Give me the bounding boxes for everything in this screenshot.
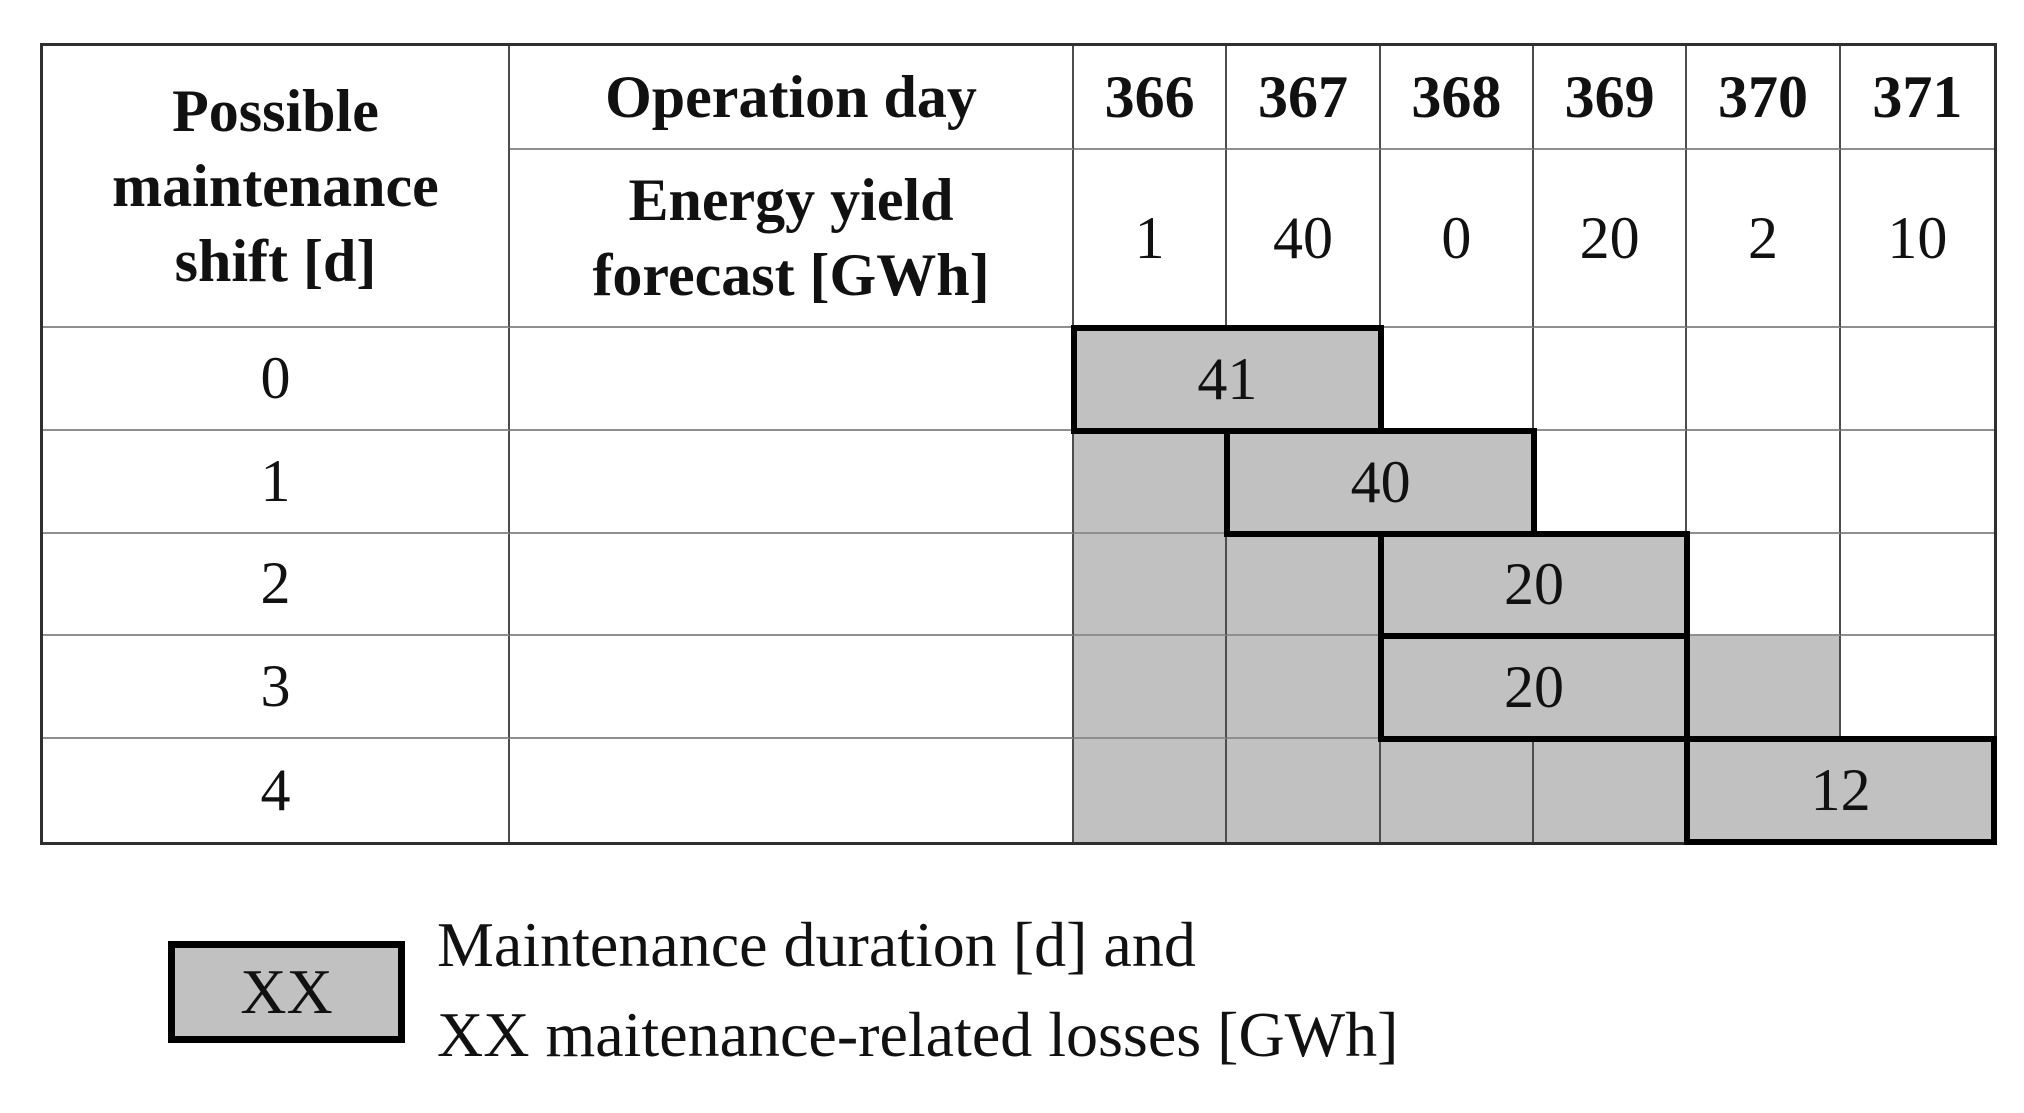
day-cell-shaded [1074,636,1228,740]
shift-label: 3 [260,653,291,720]
shift-label: 2 [260,550,291,617]
day-cell-shaded [1074,739,1228,842]
forecast-value-cell: 40 [1227,150,1381,328]
empty-forecast-cell [510,328,1074,431]
shift-label-cell: 3 [43,636,510,740]
day-cell-empty [1687,328,1841,431]
day-cell-empty [1840,533,1994,637]
loss-value: 20 [1503,551,1564,618]
shift-label-cell: 2 [43,533,510,637]
forecast-value-cell: 2 [1687,150,1841,328]
energy-yield-label: Energy yield forecast [GWh] [592,163,989,313]
day-cell-empty [1380,328,1534,431]
legend-text: Maintenance duration [d] and XX maitenan… [437,900,1398,1080]
day-header-label: 369 [1564,63,1655,130]
day-cell-shaded [1227,739,1381,842]
day-cell-shaded [1074,533,1228,637]
shift-label: 0 [260,344,291,411]
maintenance-window-box: 41 [1071,325,1384,434]
shift-label: 1 [260,447,291,514]
legend-swatch-box: XX [168,941,405,1043]
empty-forecast-cell [510,533,1074,637]
maintenance-window-box: 20 [1377,633,1691,743]
shift-label-cell: 1 [43,430,510,534]
day-cell-shaded [1533,739,1688,842]
day-header-cell: 370 [1687,46,1841,150]
maintenance-shift-table: Possible maintenance shift [d] Operation… [40,43,1997,845]
forecast-value: 0 [1441,204,1472,271]
maintenance-window-box: 40 [1224,427,1537,537]
maintenance-window-box: 20 [1377,530,1691,640]
forecast-value: 1 [1134,204,1165,271]
forecast-value: 20 [1579,204,1640,271]
day-cell-empty [1840,636,1994,740]
forecast-value-cell: 20 [1533,150,1688,328]
energy-yield-label-line2: forecast [GWh] [592,242,990,308]
day-cell-empty [1533,430,1688,534]
day-header-cell: 366 [1074,46,1228,150]
corner-header-label: Possible maintenance shift [d] [112,77,439,294]
empty-forecast-cell [510,430,1074,534]
shift-label-cell: 0 [43,328,510,431]
operation-day-header-cell: Operation day [510,46,1074,150]
day-cell-empty [1533,328,1688,431]
loss-value: 41 [1197,345,1258,412]
forecast-value-cell: 0 [1380,150,1534,328]
day-header-label: 371 [1872,63,1963,130]
forecast-value-cell: 1 [1074,150,1228,328]
legend-line-1: Maintenance duration [d] and [437,909,1196,980]
loss-value: 40 [1350,448,1411,515]
day-header-cell: 371 [1840,46,1994,150]
day-cell-empty [1687,533,1841,637]
day-header-label: 368 [1411,63,1502,130]
day-cell-shaded [1687,636,1841,740]
empty-forecast-cell [510,636,1074,740]
forecast-value: 10 [1887,204,1948,271]
legend-line-2: XX maitenance-related losses [GWh] [437,999,1399,1070]
day-cell-shaded [1227,533,1381,637]
loss-value: 12 [1810,757,1871,824]
forecast-value-cell: 10 [1840,150,1994,328]
day-cell-empty [1840,328,1994,431]
forecast-value: 2 [1747,204,1778,271]
day-cell-empty [1687,430,1841,534]
energy-yield-header-cell: Energy yield forecast [GWh] [510,150,1074,328]
day-header-cell: 367 [1227,46,1381,150]
day-cell-empty [1840,430,1994,534]
day-cell-shaded [1380,739,1534,842]
loss-value: 20 [1503,654,1564,721]
corner-header-cell: Possible maintenance shift [d] [43,46,510,328]
operation-day-label: Operation day [605,63,977,130]
day-header-label: 367 [1257,63,1348,130]
day-header-label: 370 [1717,63,1808,130]
maintenance-window-box: 12 [1684,736,1997,845]
day-cell-shaded [1074,430,1228,534]
day-header-label: 366 [1104,63,1195,130]
day-header-cell: 368 [1380,46,1534,150]
empty-forecast-cell [510,739,1074,842]
legend-swatch-label: XX [240,956,333,1027]
day-cell-shaded [1227,636,1381,740]
shift-label-cell: 4 [43,739,510,842]
energy-yield-label-line1: Energy yield [628,167,954,233]
shift-label: 4 [260,757,291,824]
day-header-cell: 369 [1533,46,1688,150]
forecast-value: 40 [1272,204,1333,271]
